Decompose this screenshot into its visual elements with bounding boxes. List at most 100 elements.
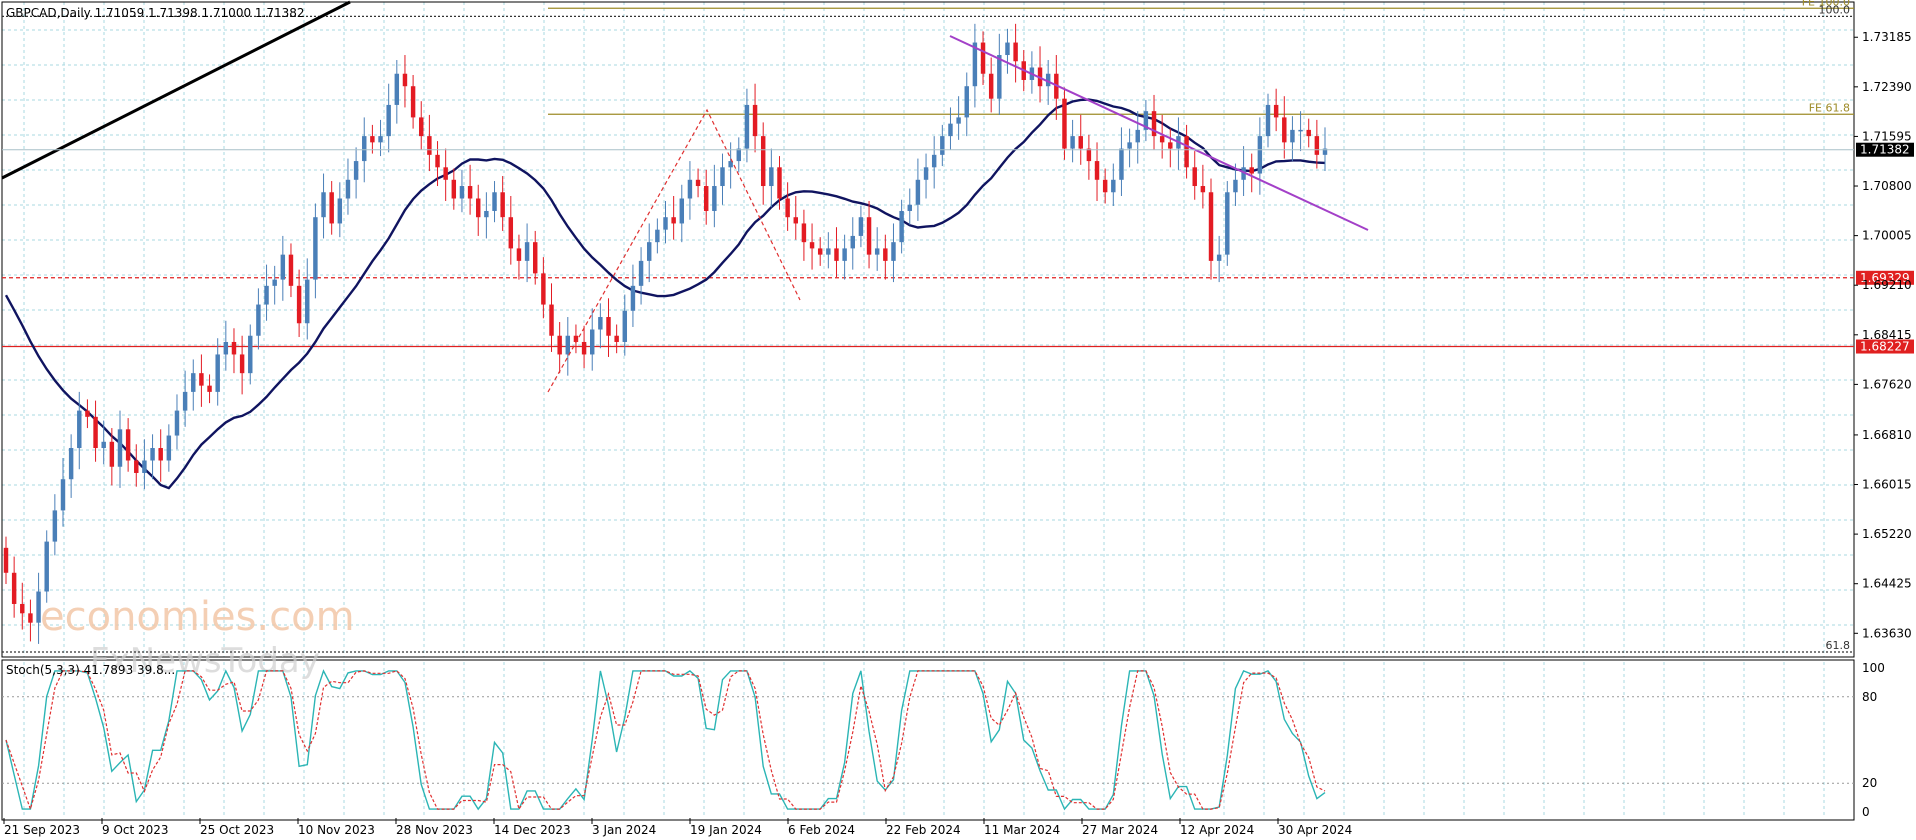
candle-bear (1013, 42, 1018, 62)
candle-bull (712, 186, 717, 211)
candle-bull (1216, 254, 1222, 261)
candle-bull (728, 161, 733, 168)
chart-grid (2, 2, 1854, 818)
candle-bull (646, 242, 652, 261)
candle-bear (866, 217, 872, 255)
candle-bull (182, 391, 188, 411)
stoch-tick-label: 20 (1862, 776, 1877, 790)
candle-bear (3, 547, 9, 573)
candle-bull (1233, 179, 1238, 193)
candle-bull (826, 248, 831, 255)
candle-bull (174, 410, 180, 436)
candle-bear (419, 117, 424, 137)
candle-bull (850, 235, 855, 249)
candle-bull (1070, 136, 1075, 149)
candle-bear (508, 217, 514, 249)
candle-bull (842, 248, 847, 261)
time-tick-label: 22 Feb 2024 (886, 823, 961, 837)
candle-bear (467, 186, 473, 199)
time-tick-label: 9 Oct 2023 (102, 823, 169, 837)
candle-bear (1200, 186, 1206, 193)
watermark-logo: economies.com (40, 594, 355, 640)
black-uptrend-line (1, 0, 351, 180)
candle-bull (663, 217, 668, 230)
candle-bull (1322, 148, 1328, 155)
candle-bear (581, 341, 587, 355)
candle-bear (1249, 167, 1254, 174)
candle-bull (915, 179, 921, 205)
candle-bull (598, 317, 603, 330)
time-tick-label: 30 Apr 2024 (1278, 823, 1352, 837)
candle-bull (117, 429, 123, 467)
candle-bull (484, 210, 489, 218)
candle-bull (899, 210, 904, 243)
candle-bear (752, 104, 758, 137)
candle-bear (1208, 192, 1214, 261)
candle-bear (435, 154, 440, 168)
candle-bull (248, 335, 253, 374)
candle-bear (1184, 136, 1189, 168)
candle-bull (280, 254, 286, 280)
candle-bear (296, 285, 302, 324)
candle-bull (630, 285, 636, 311)
candle-bull (1265, 104, 1271, 137)
level-price-tag (1856, 270, 1914, 285)
candle-bear (834, 248, 839, 261)
candle-bear (1314, 136, 1320, 155)
candle-bull (638, 260, 644, 286)
candle-bear (85, 410, 90, 417)
price-tick-label: 1.64425 (1862, 577, 1912, 591)
candle-bull (736, 148, 742, 162)
stoch-k-line (5, 669, 1326, 811)
candle-bear (1086, 148, 1092, 162)
candle-bull (44, 541, 49, 592)
candle-bear (1151, 111, 1157, 137)
candle-bull (313, 217, 318, 280)
time-tick-label: 27 Mar 2024 (1082, 823, 1158, 837)
candle-bear (760, 136, 766, 187)
candle-bear (500, 192, 505, 218)
candle-bull (940, 136, 945, 155)
time-tick-label: 21 Sep 2023 (4, 823, 80, 837)
candle-bull (459, 186, 465, 199)
candle-bear (410, 86, 416, 118)
candle-bear (134, 460, 139, 473)
candle-bear (199, 373, 204, 386)
time-tick-label: 12 Apr 2024 (1180, 823, 1254, 837)
candle-bull (272, 279, 277, 286)
candle-bull (923, 167, 929, 180)
candle-bull (223, 341, 229, 355)
candle-bull (1045, 73, 1051, 87)
price-tick-label: 1.67620 (1862, 377, 1912, 391)
candle-bull (60, 479, 66, 511)
candle-bull (101, 441, 106, 449)
candle-bull (394, 73, 400, 105)
candle-bull (679, 198, 685, 224)
time-tick-label: 19 Jan 2024 (690, 823, 762, 837)
time-tick-label: 14 Dec 2023 (494, 823, 571, 837)
current-price-label: 1.71382 (1860, 143, 1910, 157)
candle-bull (1135, 129, 1140, 143)
candle-bull (891, 242, 896, 261)
candle-bull (874, 248, 880, 255)
candle-bear (1282, 117, 1287, 143)
stoch-tick-label: 100 (1862, 661, 1885, 675)
candle-bull (166, 435, 172, 461)
candles (3, 23, 1328, 644)
price-tick-label: 1.69210 (1862, 278, 1912, 292)
candle-bear (1306, 129, 1311, 137)
candle-bear (557, 335, 562, 355)
candle-bull (321, 192, 326, 218)
candle-bear (695, 179, 701, 187)
candle-bear (533, 242, 538, 274)
candle-bull (378, 136, 383, 143)
candle-bear (207, 385, 212, 392)
candle-bull (956, 117, 961, 124)
price-tick-label: 1.70800 (1862, 179, 1912, 193)
time-axis: 21 Sep 2023 9 Oct 2023 25 Oct 2023 10 Nov 2… (3, 818, 1352, 837)
candle-bull (142, 460, 147, 473)
candle-bull (948, 123, 953, 137)
moving-average-line (4, 98, 1326, 490)
candle-bear (573, 335, 579, 342)
